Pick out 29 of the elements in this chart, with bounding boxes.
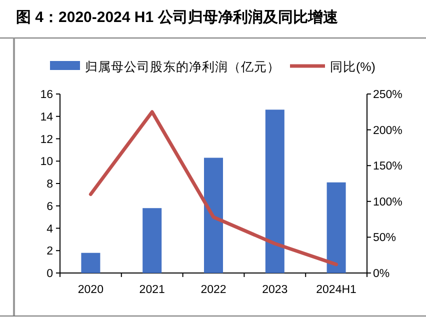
x-tick-label: 2022	[200, 284, 226, 296]
y2-tick-label: 50%	[373, 232, 396, 244]
legend-label: 同比(%)	[330, 60, 376, 74]
x-tick-label: 2024H1	[316, 284, 356, 296]
y2-tick-label: 100%	[373, 196, 402, 208]
y-tick-label: 0	[46, 268, 53, 280]
x-tick-label: 2023	[262, 284, 288, 296]
x-tick-label: 2020	[78, 284, 104, 296]
bar	[326, 182, 346, 273]
bar	[204, 158, 223, 273]
chart-title: 图 4：2020-2024 H1 公司归母净利润及同比增速	[16, 8, 339, 26]
y-tick-label: 16	[40, 89, 53, 101]
y-tick-label: 14	[40, 111, 54, 124]
y2-tick-label: 150%	[373, 160, 402, 173]
y-tick-label: 10	[40, 156, 53, 168]
line-series	[88, 110, 338, 266]
bar	[265, 110, 284, 273]
y2-tick-label: 250%	[373, 89, 402, 101]
y-tick-label: 8	[46, 178, 53, 190]
y-tick-label: 12	[40, 134, 53, 146]
y-tick-label: 4	[46, 223, 54, 236]
y-tick-label: 6	[46, 200, 53, 213]
legend-label: 归属母公司股东的净利润（亿元）	[85, 60, 280, 74]
bar	[142, 208, 162, 273]
x-tick-label: 2021	[139, 284, 165, 296]
bar	[81, 252, 100, 273]
y-tick-label: 2	[46, 246, 53, 258]
y2-tick-label: 200%	[373, 124, 402, 137]
y2-tick-label: 0%	[373, 268, 390, 280]
